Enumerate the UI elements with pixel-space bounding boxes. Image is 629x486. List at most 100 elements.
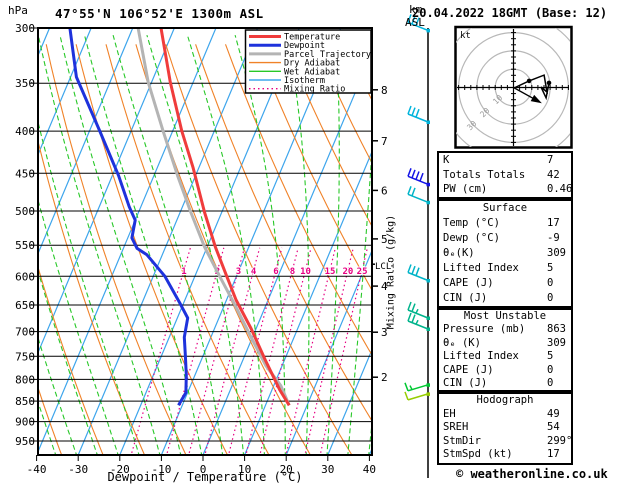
plot-border: [37, 27, 373, 456]
index-label: CIN (J): [443, 377, 488, 390]
index-value: 0: [547, 363, 554, 376]
index-value: 0: [547, 377, 554, 390]
table-row: Lifted Index 5: [439, 261, 571, 276]
run-datetime: 20.04.2022 18GMT (Base: 12): [412, 6, 608, 20]
svg-text:950: 950: [15, 435, 35, 448]
index-value: 0: [547, 277, 554, 289]
table-row: PW (cm) 0.46: [439, 182, 573, 197]
svg-text:7: 7: [381, 135, 388, 148]
table-row: StmSpd (kt) 17: [439, 448, 571, 462]
panel-header: Surface: [482, 202, 528, 214]
svg-text:350: 350: [15, 77, 35, 90]
temperature-curve: [159, 28, 291, 407]
svg-text:8: 8: [381, 84, 388, 97]
index-label: Pressure (mb): [443, 323, 526, 336]
index-label: θₑ(K): [443, 247, 475, 259]
altitude-axis-unit-km: km: [409, 3, 423, 16]
svg-text:Dry Adiabat: Dry Adiabat: [284, 59, 340, 69]
panel-header: Hodograph: [476, 394, 534, 406]
index-label: θₑ (K): [443, 336, 481, 349]
svg-text:750: 750: [15, 350, 35, 363]
svg-text:0: 0: [200, 463, 207, 476]
index-value: 0.46: [547, 183, 573, 195]
table-row: CAPE (J) 0: [439, 364, 571, 377]
index-label: Lifted Index: [443, 350, 519, 363]
svg-text:40: 40: [363, 463, 376, 476]
index-label: Totals Totals: [443, 168, 526, 181]
index-label: CAPE (J): [443, 363, 494, 376]
index-value: 17: [547, 448, 560, 461]
index-label: SREH: [443, 421, 469, 434]
svg-text:6: 6: [381, 184, 388, 197]
x-axis-title: Dewpoint / Temperature (°C): [107, 470, 303, 484]
hodograph-panel: Hodograph EH 49 SREH 54 StmDir 299° StmSpd …: [437, 392, 573, 465]
svg-text:20: 20: [280, 463, 293, 476]
svg-text:-30: -30: [68, 463, 88, 476]
svg-text:3: 3: [236, 267, 241, 277]
svg-text:6: 6: [273, 267, 278, 277]
index-value: 309: [547, 336, 566, 349]
svg-text:600: 600: [15, 270, 35, 283]
svg-text:650: 650: [15, 299, 35, 312]
svg-text:30: 30: [321, 463, 334, 476]
index-label: EH: [443, 407, 456, 420]
pressure-axis-unit: hPa: [8, 4, 28, 17]
lcl-marker-label: LCL: [375, 262, 392, 272]
temperature-axis: -40 -30 -20 -10 0 10 20 30 40: [27, 455, 376, 476]
index-label: CIN (J): [443, 292, 488, 304]
most-unstable-panel: Most Unstable Pressure (mb) 863 θₑ (K) 309…: [437, 308, 573, 392]
table-row: SREH 54: [439, 421, 571, 435]
svg-text:Mixing Ratio: Mixing Ratio: [284, 85, 345, 95]
table-row: Dewp (°C) -9: [439, 231, 571, 246]
surface-panel: Surface Temp (°C) 17 Dewp (°C) -9 θₑ(K) 309…: [437, 199, 573, 308]
svg-text:450: 450: [15, 167, 35, 180]
svg-text:10: 10: [300, 267, 311, 277]
wind-barb: [407, 14, 430, 33]
altitude-axis-unit-asl: ASL: [405, 16, 425, 29]
table-row: Totals Totals 42: [439, 168, 571, 183]
svg-text:Dewpoint: Dewpoint: [284, 41, 325, 51]
svg-text:2: 2: [381, 371, 388, 384]
wind-barb: [407, 186, 430, 205]
table-row: θₑ(K) 309: [439, 246, 571, 261]
hodograph-unit-label: kt: [460, 31, 471, 41]
svg-text:20: 20: [342, 267, 353, 277]
location-title: 47°55'N 106°52'E 1300m ASL: [55, 6, 264, 21]
mixing-ratio-axis-label: Mixing Ratio (g/kg): [385, 214, 397, 330]
index-value: 5: [547, 350, 554, 363]
index-value: 863: [547, 323, 566, 336]
index-label: CAPE (J): [443, 277, 494, 289]
index-label: Lifted Index: [443, 262, 519, 274]
wind-barb: [407, 264, 430, 283]
panel-header: Most Unstable: [463, 310, 547, 322]
svg-text:550: 550: [15, 239, 35, 252]
index-value: 54: [547, 421, 560, 434]
svg-text:500: 500: [15, 205, 35, 218]
svg-text:5: 5: [381, 233, 388, 246]
wind-barb: [407, 105, 430, 124]
table-row: EH 49: [439, 408, 571, 422]
index-value: -9: [547, 232, 560, 244]
svg-text:700: 700: [15, 326, 35, 339]
index-label: Temp (°C): [443, 217, 500, 229]
svg-text:3: 3: [381, 326, 388, 339]
index-label: PW (cm): [443, 183, 488, 195]
svg-text:4: 4: [251, 267, 257, 277]
svg-text:Parcel Trajectory: Parcel Trajectory: [284, 50, 371, 60]
table-row: CAPE (J) 0: [439, 276, 571, 291]
table-row: CIN (J) 0: [439, 291, 571, 306]
index-value: 7: [547, 154, 554, 166]
index-value: 299°: [547, 434, 573, 447]
table-row: Lifted Index 5: [439, 350, 571, 363]
index-label: StmSpd (kt): [443, 448, 513, 461]
svg-text:400: 400: [15, 125, 35, 138]
dewpoint-curve: [68, 28, 190, 407]
table-row: θₑ (K) 309: [439, 337, 571, 350]
wind-barb: [407, 312, 430, 331]
index-value: 0: [547, 292, 554, 304]
